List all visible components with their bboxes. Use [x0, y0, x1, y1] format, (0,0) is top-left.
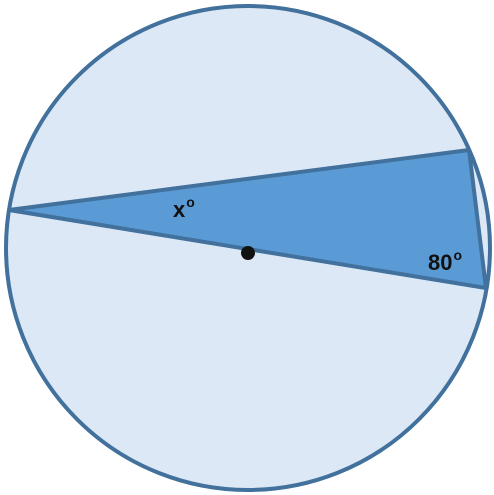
- angle-x-value: x: [173, 197, 186, 222]
- angle-80-label: 80o: [428, 248, 462, 275]
- angle-80-degree: o: [453, 247, 463, 263]
- angle-x-label: xo: [173, 195, 195, 222]
- center-point: [241, 246, 255, 260]
- angle-80-value: 80: [428, 250, 453, 275]
- angle-x-degree: o: [186, 194, 195, 210]
